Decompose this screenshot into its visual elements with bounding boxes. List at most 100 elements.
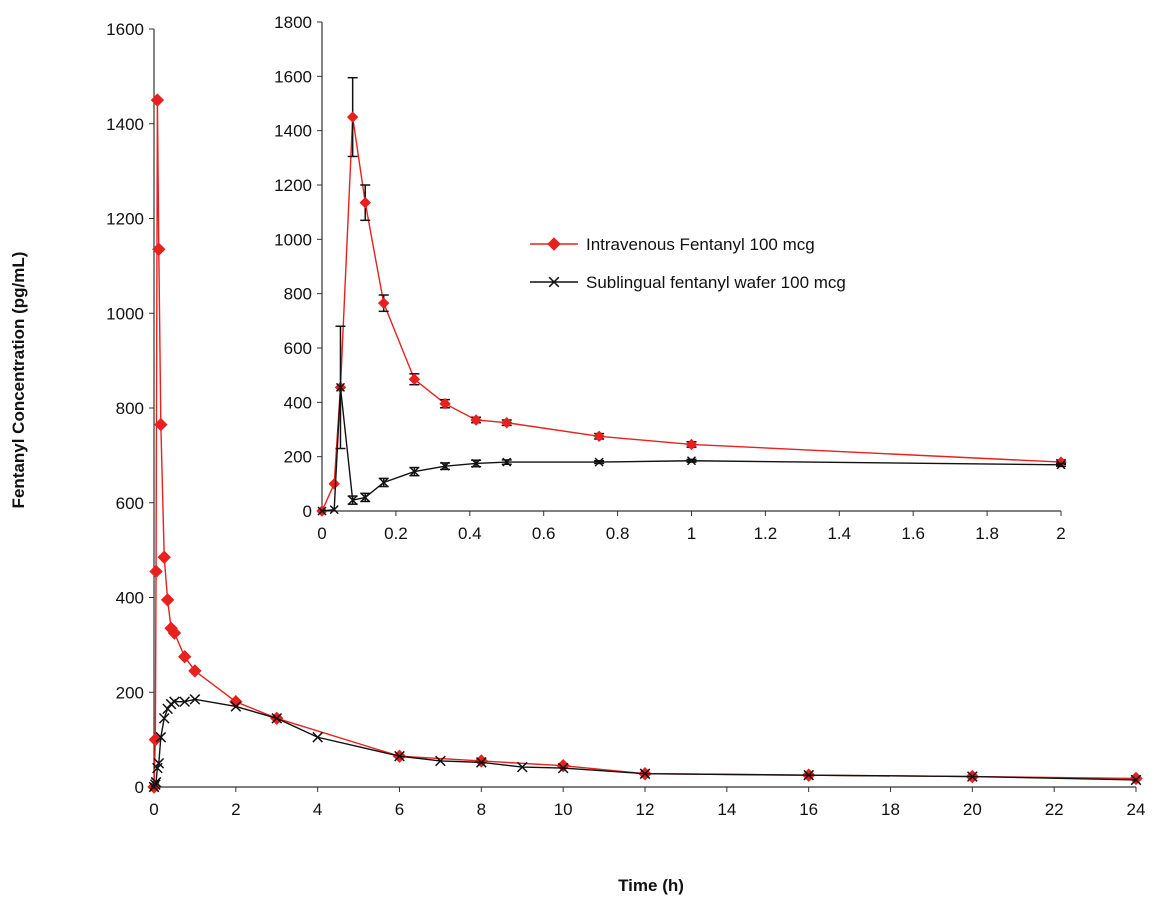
inset-series-sublingual — [317, 325, 1066, 516]
inset-data-point — [359, 196, 371, 209]
main-data-point — [150, 779, 161, 790]
inset-x-tick-label: 1.8 — [975, 524, 999, 543]
inset-data-point — [335, 382, 346, 392]
inset-data-point — [328, 478, 340, 490]
main-data-point-stroke-b — [476, 757, 487, 768]
inset-data-point — [501, 417, 513, 429]
main-data-point-stroke-b — [1130, 774, 1142, 786]
inset-x-tick-label: 1.4 — [827, 524, 851, 543]
main-x-tick-label: 22 — [1045, 800, 1064, 819]
main-data-point — [230, 701, 242, 712]
main-x-tick-label: 20 — [963, 800, 982, 819]
main-data-point — [312, 731, 323, 743]
main-data-point-stroke-b — [169, 696, 180, 708]
main-x-tick-label: 2 — [231, 800, 240, 819]
main-data-point-stroke-b — [435, 755, 446, 767]
inset-data-point — [377, 297, 390, 309]
inset-x-tick-label: 1.6 — [901, 524, 925, 543]
main-data-point-stroke-b — [394, 750, 405, 762]
main-data-point-stroke-b — [189, 694, 201, 705]
inset-data-point — [360, 492, 370, 502]
main-data-point-stroke-b — [516, 761, 528, 773]
inset-data-point — [440, 461, 450, 471]
main-data-point-stroke-b — [230, 701, 242, 712]
main-data-point-stroke-b — [179, 696, 191, 708]
inset-x-tick-label: 0.8 — [606, 524, 630, 543]
inset-y-tick-label: 1600 — [274, 67, 312, 86]
inset-data-point — [685, 438, 698, 451]
main-data-point-stroke-b — [155, 731, 167, 743]
main-data-point-stroke-b — [150, 776, 162, 788]
inset-background — [262, 12, 1082, 560]
main-data-point — [516, 761, 528, 773]
inset-data-point — [348, 495, 358, 505]
inset-data-point — [317, 506, 327, 516]
legend-label: Sublingual fentanyl wafer 100 mcg — [586, 273, 846, 292]
main-data-point — [157, 550, 171, 564]
main-data-point-stroke-b — [158, 712, 170, 724]
main-data-point — [967, 771, 978, 782]
main-y-tick-label: 200 — [116, 683, 144, 702]
main-data-point-stroke-b — [639, 768, 651, 780]
main-data-point — [556, 758, 570, 773]
main-data-point — [179, 696, 191, 708]
inset-data-point — [409, 467, 419, 477]
main-y-tick-label: 1000 — [106, 304, 144, 323]
main-y-tick-label: 0 — [135, 778, 144, 797]
inset-data-point-stroke-b — [1056, 460, 1066, 470]
legend-item-sublingual: Sublingual fentanyl wafer 100 mcg — [530, 273, 846, 292]
main-data-point-stroke-b — [150, 779, 161, 790]
main-series — [147, 93, 1143, 794]
main-x-tick-label: 8 — [477, 800, 486, 819]
inset-data-point — [593, 430, 605, 442]
inset-data-point — [439, 397, 451, 410]
main-data-point — [153, 757, 165, 769]
main-x-tick-label: 6 — [395, 800, 404, 819]
main-data-point — [177, 650, 192, 664]
inset-data-point-stroke-b — [471, 458, 481, 468]
main-data-point-stroke-b — [312, 731, 323, 743]
main-x-tick-label: 4 — [313, 800, 322, 819]
legend-marker — [548, 276, 560, 288]
main-y-tick-label: 400 — [116, 589, 144, 608]
inset-data-point — [470, 414, 482, 426]
main-x-tick-label: 24 — [1127, 800, 1146, 819]
legend-marker-stroke-b — [548, 276, 560, 288]
main-x-tick-label: 12 — [636, 800, 655, 819]
main-data-point — [167, 626, 182, 640]
main-data-point — [188, 664, 202, 678]
main-data-point — [149, 564, 163, 579]
main-data-point — [160, 593, 175, 607]
inset-data-point — [502, 457, 512, 467]
legend: Intravenous Fentanyl 100 mcg Sublingual f… — [530, 235, 846, 292]
inset-data-point — [379, 477, 389, 488]
inset-data-point-stroke-b — [409, 467, 419, 477]
main-data-point — [271, 712, 283, 724]
main-x-tick-label: 18 — [881, 800, 900, 819]
inset-y-tick-label: 400 — [284, 393, 312, 412]
inset-x-tick-label: 0.6 — [532, 524, 556, 543]
main-data-point-stroke-b — [153, 757, 165, 769]
inset-y-tick-label: 1200 — [274, 176, 312, 195]
inset-data-point-stroke-b — [329, 505, 339, 515]
inset-tick-labels: 0 200 400 600 800 1000 1200 1400 1600 1800 0 0.2 0.4… — [274, 13, 1066, 543]
main-data-point — [150, 776, 162, 788]
main-data-point — [1129, 771, 1143, 786]
main-data-point — [474, 754, 489, 768]
main-data-point — [150, 93, 165, 107]
y-axis-title: Fentanyl Concentration (pg/mL) — [9, 252, 28, 509]
main-y-tick-label: 1600 — [106, 20, 144, 39]
inset-data-point — [594, 457, 604, 467]
main-data-point — [476, 757, 487, 768]
main-x-tick-label: 16 — [799, 800, 818, 819]
main-data-point-stroke-b — [967, 771, 978, 782]
main-data-point-stroke-b — [557, 762, 569, 774]
legend-item-iv: Intravenous Fentanyl 100 mcg — [530, 235, 815, 254]
inset-y-tick-label: 200 — [284, 448, 312, 467]
main-data-point-stroke-b — [271, 712, 283, 724]
inset-chart: 0 200 400 600 800 1000 1200 1400 1600 1800 0 0.2 0.4… — [262, 12, 1082, 560]
inset-y-tick-label: 0 — [303, 502, 312, 521]
legend-label: Intravenous Fentanyl 100 mcg — [586, 235, 815, 254]
